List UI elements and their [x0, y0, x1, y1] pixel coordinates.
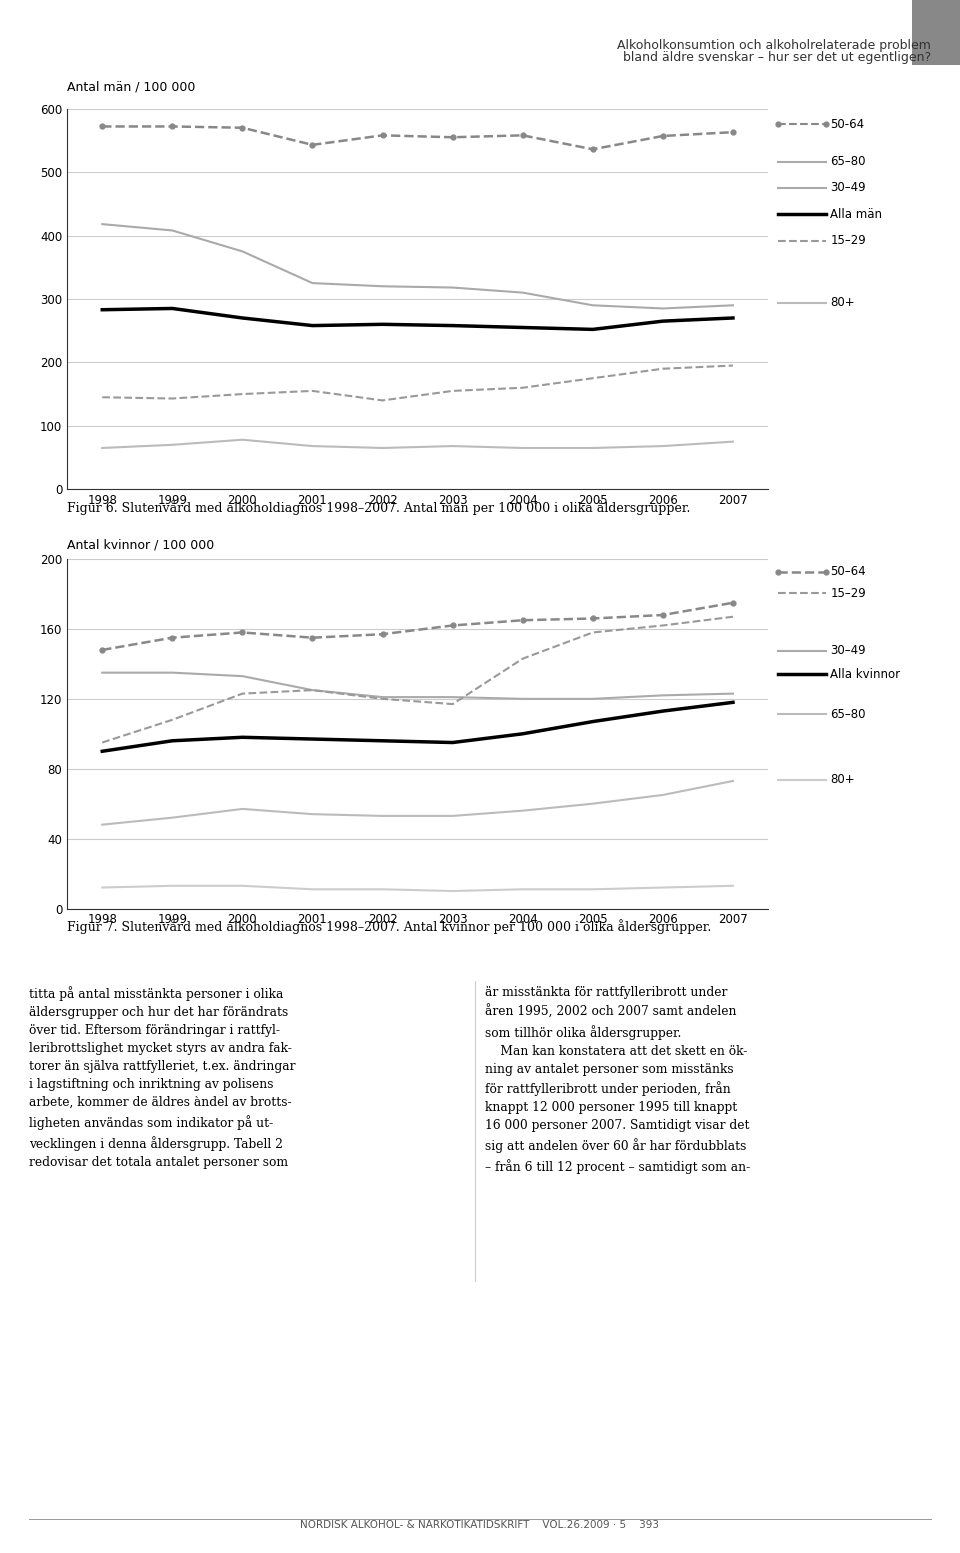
Text: är misstänkta för rattfylleribrott under
åren 1995, 2002 och 2007 samt andelen
s: är misstänkta för rattfylleribrott under… [485, 986, 750, 1174]
Text: Alla kvinnor: Alla kvinnor [830, 668, 900, 680]
Text: Figur 6. Slutenvård med alkoholdiagnos 1998–2007. Antal män per 100 000 i olika : Figur 6. Slutenvård med alkoholdiagnos 1… [67, 500, 690, 516]
Text: 65–80: 65–80 [830, 155, 866, 168]
Text: 50–64: 50–64 [830, 565, 866, 578]
Text: Figur 7. Slutenvård med alkoholdiagnos 1998–2007. Antal kvinnor per 100 000 i ol: Figur 7. Slutenvård med alkoholdiagnos 1… [67, 919, 711, 935]
Text: 65–80: 65–80 [830, 708, 866, 721]
Text: titta på antal misstänkta personer i olika
äldersgrupper och hur det har förändr: titta på antal misstänkta personer i oli… [29, 986, 296, 1169]
Text: bland äldre svenskar – hur ser det ut egentligen?: bland äldre svenskar – hur ser det ut eg… [623, 51, 931, 64]
Text: 80+: 80+ [830, 773, 855, 786]
Text: Antal män / 100 000: Antal män / 100 000 [67, 81, 196, 93]
Text: 30–49: 30–49 [830, 644, 866, 657]
Text: 30–49: 30–49 [830, 182, 866, 194]
Text: Alla män: Alla män [830, 208, 882, 221]
Text: 15–29: 15–29 [830, 235, 866, 247]
Text: 15–29: 15–29 [830, 587, 866, 599]
Text: Antal kvinnor / 100 000: Antal kvinnor / 100 000 [67, 539, 214, 551]
Text: NORDISK ALKOHOL- & NARKOTIKATIDSKRIFT    VOL.26.2009 · 5    393: NORDISK ALKOHOL- & NARKOTIKATIDSKRIFT VO… [300, 1520, 660, 1530]
Text: Alkoholkonsumtion och alkoholrelaterade problem: Alkoholkonsumtion och alkoholrelaterade … [617, 39, 931, 51]
Text: 50-64: 50-64 [830, 118, 865, 130]
Text: 80+: 80+ [830, 297, 855, 309]
